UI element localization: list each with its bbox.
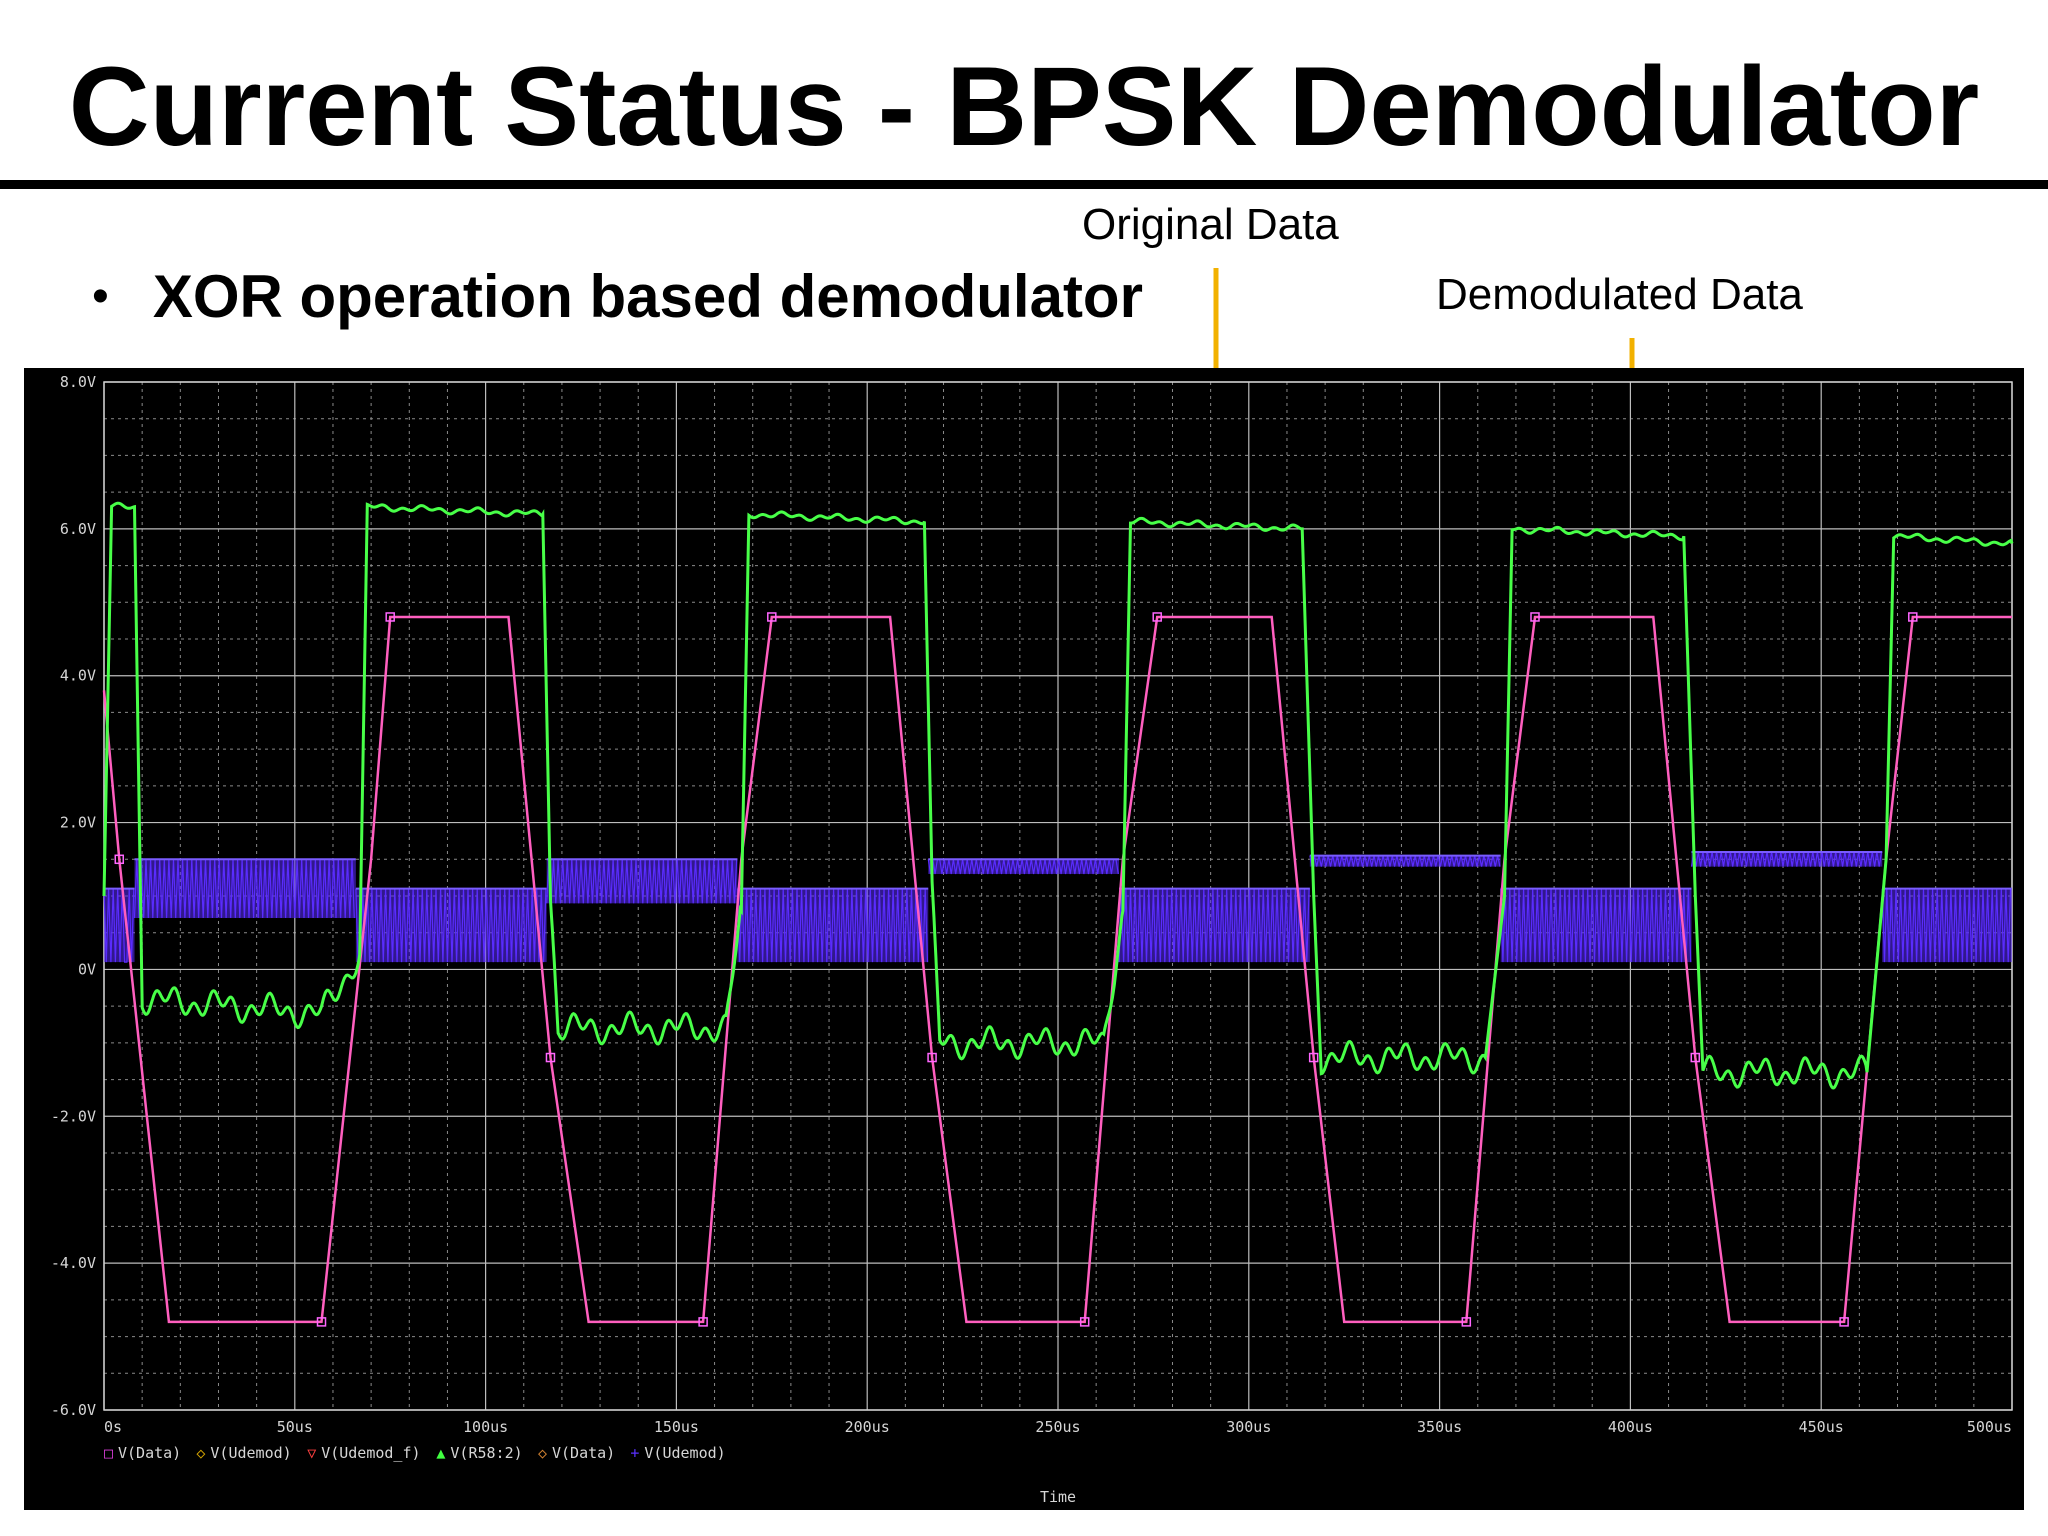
x-tick-label: 200us [845,1418,890,1436]
series-udemod [1500,888,1692,963]
bullet-dot-icon: • [92,270,109,323]
series-data [102,615,2012,1324]
legend-entry: V(R58:2) [450,1444,522,1462]
series-data-marker [545,1052,556,1063]
series-udemod [736,888,929,963]
series-udemod [355,888,547,963]
series-data-marker [1461,1317,1472,1327]
x-tick-label: 250us [1035,1418,1080,1436]
x-axis-label: Time [1040,1488,1076,1506]
bullet-text: XOR operation based demodulator [152,263,1143,330]
waveform-plot: 8.0V 6.0V 4.0V 2.0V 0V -2.0V -4.0V -6.0V 0s 50us 1… [24,368,2024,1510]
legend-entry: V(Udemod) [644,1444,725,1462]
x-tick-label: 0s [104,1418,122,1436]
x-tick-label: 300us [1226,1418,1271,1436]
series-data-marker [1690,1052,1701,1063]
x-tick-label: 100us [463,1418,508,1436]
series-data-marker [1152,612,1162,622]
series-udemod [103,888,135,963]
series-udemod [1118,888,1310,963]
series-data-marker [1308,1052,1319,1063]
series-udemod [1309,855,1501,867]
waveform-chart: 8.0V 6.0V 4.0V 2.0V 0V -2.0V -4.0V -6.0V 0s 50us 1… [24,368,2024,1510]
legend-entry: V(Udemod_f) [321,1444,420,1462]
series-udemod [133,859,355,919]
x-tick-label: 400us [1608,1418,1653,1436]
series-data-marker [1530,612,1540,622]
legend-marker: ▲ [436,1444,445,1462]
series-udemod [546,859,738,904]
series-data-marker [767,612,777,622]
series-data-marker [1839,1317,1849,1327]
annotation-demodulated-data: Demodulated Data [1436,270,1803,319]
series-data-marker [114,854,125,865]
y-tick-label: 0V [78,960,96,978]
y-tick-label: 2.0V [60,814,96,832]
series-data-marker [385,612,395,622]
legend-marker: □ [104,1444,113,1462]
series-data-marker [698,1317,708,1327]
x-tick-label: 500us [1967,1418,2012,1436]
legend-entry: V(Data) [118,1444,181,1462]
series-r58-2 [102,501,2014,1090]
x-tick-label: 450us [1799,1418,1844,1436]
y-tick-label: -2.0V [51,1107,96,1125]
x-tick-label: 150us [654,1418,699,1436]
plot-background [24,368,2024,1510]
y-tick-label: -6.0V [51,1401,96,1419]
legend-entry: V(Data) [552,1444,615,1462]
x-tick-label: 350us [1417,1418,1462,1436]
slide-title: Current Status - BPSK Demodulator [68,44,1980,169]
y-tick-label: 4.0V [60,667,96,685]
bullet-item: • XOR operation based demodulator [92,262,1143,331]
series-data-marker [927,1052,937,1063]
series-udemod [1690,851,1883,867]
y-tick-label: 6.0V [60,520,96,538]
series-udemod [927,858,1119,875]
y-tick-label: -4.0V [51,1254,96,1272]
series-data-marker [1079,1317,1090,1327]
legend-marker: ▽ [307,1444,316,1462]
legend-marker: ◇ [538,1444,547,1462]
y-tick-label: 8.0V [60,373,96,391]
legend-entry: V(Udemod) [210,1444,291,1462]
legend-marker: + [630,1444,639,1462]
annotation-original-data: Original Data [1082,200,1339,249]
x-tick-label: 50us [277,1418,313,1436]
legend-marker: ◇ [196,1444,205,1462]
title-underline [0,180,2048,189]
series-data-marker [1908,612,1918,622]
series-data-marker [316,1317,327,1327]
